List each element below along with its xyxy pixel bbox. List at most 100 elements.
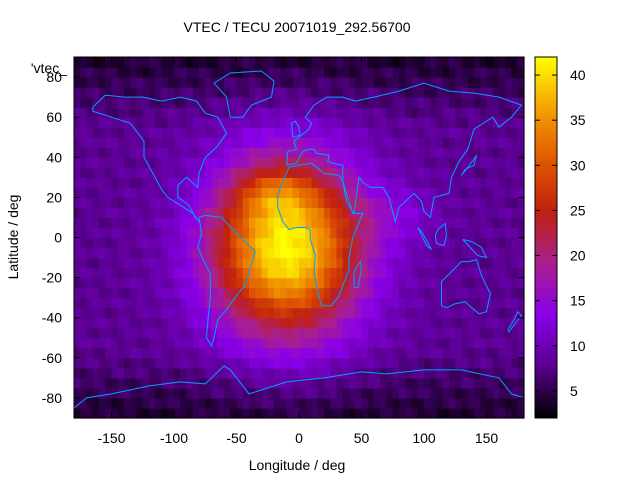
heatmap-cell: [430, 277, 438, 289]
heatmap-cell: [480, 187, 488, 198]
heatmap-cell: [405, 267, 413, 279]
heatmap-cell: [199, 287, 206, 299]
heatmap-cell: [186, 227, 194, 239]
heatmap-cell: [236, 277, 244, 289]
heatmap-cell: [86, 187, 94, 198]
heatmap-cell: [149, 227, 156, 239]
heatmap-cell: [449, 207, 456, 219]
heatmap-cell: [342, 317, 350, 329]
heatmap-cell: [361, 167, 369, 178]
heatmap-cell: [99, 187, 106, 198]
heatmap-cell: [361, 117, 369, 128]
heatmap-cell: [274, 57, 281, 68]
heatmap-cell: [355, 157, 363, 168]
heatmap-cell: [267, 137, 275, 148]
heatmap-cell: [324, 407, 331, 419]
heatmap-cell: [136, 227, 144, 239]
heatmap-cell: [467, 137, 475, 148]
heatmap-cell: [80, 97, 88, 108]
heatmap-cell: [161, 387, 169, 399]
heatmap-cell: [386, 397, 394, 409]
heatmap-cell: [205, 277, 213, 289]
heatmap-cell: [492, 277, 500, 289]
heatmap-cell: [355, 317, 363, 329]
heatmap-cell: [217, 277, 225, 289]
heatmap-cell: [492, 147, 500, 158]
heatmap-cell: [186, 377, 194, 389]
heatmap-cell: [192, 367, 200, 379]
heatmap-cell: [111, 227, 119, 239]
heatmap-cell: [480, 387, 488, 399]
heatmap-cell: [505, 117, 513, 128]
heatmap-cell: [217, 187, 225, 198]
heatmap-cell: [249, 107, 256, 118]
heatmap-cell: [411, 227, 419, 239]
heatmap-cell: [280, 157, 288, 168]
heatmap-cell: [411, 387, 419, 399]
heatmap-cell: [286, 227, 294, 239]
heatmap-cell: [417, 377, 425, 389]
coastline-new-guinea: [462, 239, 488, 259]
heatmap-cell: [124, 257, 131, 269]
heatmap-cell: [242, 177, 250, 188]
heatmap-cell: [405, 327, 413, 339]
heatmap-cell: [336, 147, 344, 158]
heatmap-cell: [399, 307, 406, 319]
heatmap-cell: [105, 67, 113, 78]
heatmap-cell: [461, 347, 469, 359]
heatmap-cell: [492, 177, 500, 188]
heatmap-cell: [261, 117, 269, 128]
heatmap-cell: [136, 247, 144, 259]
heatmap-cell: [211, 367, 219, 379]
heatmap-cell: [124, 87, 131, 98]
heatmap-cell: [99, 147, 106, 158]
heatmap-cell: [167, 187, 175, 198]
heatmap-cell: [92, 247, 100, 259]
heatmap-cell: [467, 357, 475, 369]
heatmap-cell: [280, 407, 288, 419]
heatmap-cell: [124, 367, 131, 379]
heatmap-cell: [505, 77, 513, 88]
heatmap-cell: [361, 87, 369, 98]
heatmap-cell: [442, 367, 450, 379]
heatmap-cell: [161, 187, 169, 198]
heatmap-cell: [417, 367, 425, 379]
heatmap-cell: [261, 407, 269, 419]
heatmap-cell: [367, 97, 375, 108]
heatmap-cell: [149, 217, 156, 229]
heatmap-cell: [99, 387, 106, 399]
heatmap-cell: [117, 177, 125, 188]
heatmap-cell: [249, 87, 256, 98]
heatmap-cell: [124, 177, 131, 188]
heatmap-cell: [436, 327, 444, 339]
heatmap-cell: [255, 337, 263, 349]
heatmap-cell: [261, 187, 269, 198]
heatmap-cell: [274, 117, 281, 128]
heatmap-cell: [236, 367, 244, 379]
heatmap-cell: [411, 187, 419, 198]
heatmap-cell: [349, 197, 356, 209]
heatmap-cell: [317, 317, 325, 329]
heatmap-cell: [280, 367, 288, 379]
heatmap-cell: [474, 87, 481, 98]
heatmap-cell: [355, 407, 363, 419]
heatmap-cell: [180, 377, 188, 389]
heatmap-cell: [411, 177, 419, 188]
heatmap-cell: [224, 307, 231, 319]
heatmap-cell: [505, 97, 513, 108]
heatmap-cell: [492, 207, 500, 219]
heatmap-cell: [349, 277, 356, 289]
heatmap-cell: [167, 157, 175, 168]
heatmap-cell: [480, 317, 488, 329]
heatmap-cell: [449, 237, 456, 249]
heatmap-cell: [86, 297, 94, 309]
heatmap-cell: [161, 277, 169, 289]
heatmap-cell: [336, 257, 344, 269]
heatmap-cell: [474, 167, 481, 178]
heatmap-cell: [286, 77, 294, 88]
heatmap-cell: [505, 187, 513, 198]
heatmap-cell: [436, 87, 444, 98]
heatmap-cell: [461, 227, 469, 239]
